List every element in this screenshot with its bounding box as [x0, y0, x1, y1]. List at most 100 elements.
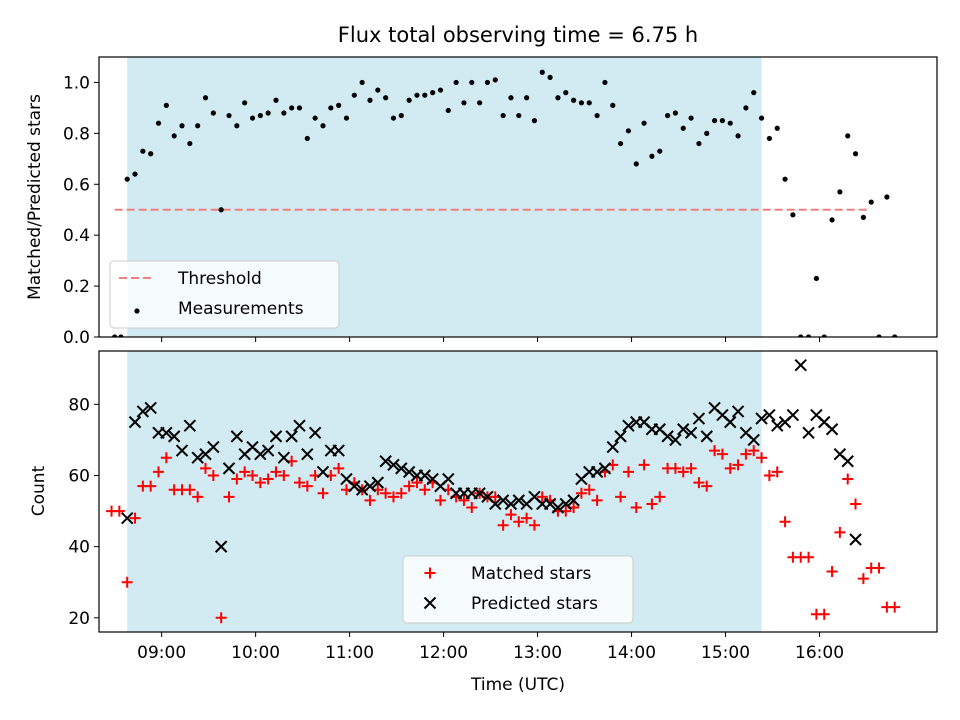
legend-matched-swatch	[424, 567, 436, 579]
measurement-point	[813, 275, 819, 282]
measurement-point	[578, 100, 585, 106]
matched-star-point	[513, 516, 525, 528]
measurement-point	[766, 135, 773, 142]
matched-star-point	[779, 516, 791, 528]
predicted-star-point	[214, 540, 228, 553]
legend-measurement-swatch	[134, 308, 140, 314]
predicted-star-point	[724, 415, 737, 429]
measurement-point	[492, 77, 498, 83]
x-tick-label: 11:00	[325, 643, 374, 663]
bottom-plot-area	[106, 359, 901, 624]
measurement-point	[516, 112, 522, 119]
measurement-point	[782, 176, 788, 182]
measurement-point	[422, 92, 428, 98]
predicted-star-point	[222, 462, 236, 475]
matched-star-point	[740, 448, 752, 460]
matched-star-point	[262, 473, 274, 485]
measurement-point	[484, 79, 491, 86]
measurement-point	[171, 133, 177, 139]
measurement-point	[555, 95, 561, 101]
measurement-point	[226, 112, 232, 119]
predicted-star-point	[755, 412, 768, 425]
matched-star-point	[889, 601, 901, 613]
predicted-star-point	[191, 451, 204, 464]
predicted-star-point	[849, 533, 862, 546]
predicted-star-point	[622, 419, 635, 432]
figure-title: Flux total observing time = 6.75 h	[338, 23, 698, 47]
measurement-point	[265, 110, 271, 116]
predicted-star-point	[496, 494, 510, 507]
measurement-point	[500, 112, 506, 119]
measurement-point	[641, 120, 647, 126]
matched-star-point	[293, 477, 305, 489]
matched-star-point	[419, 484, 431, 496]
x-tick-label: 16:00	[795, 643, 844, 663]
measurement-point	[727, 120, 733, 126]
measurement-point	[602, 79, 608, 86]
predicted-star-point	[684, 426, 698, 440]
measurement-point	[539, 69, 545, 75]
x-tick-label: 13:00	[513, 643, 562, 663]
bottom-legend-box	[402, 555, 634, 624]
measurement-point	[187, 140, 193, 147]
matched-star-point	[638, 459, 650, 471]
x-tick-label: 14:00	[607, 643, 656, 663]
measurement-point	[625, 128, 632, 134]
measurement-point	[664, 112, 671, 119]
measurement-point	[406, 97, 412, 103]
matched-star-point	[247, 469, 259, 481]
predicted-star-point	[504, 497, 518, 511]
matched-star-point	[153, 466, 165, 478]
predicted-star-point	[802, 426, 815, 440]
matched-star-point	[145, 480, 157, 492]
top-axes-frame	[98, 56, 938, 338]
top-y-tick-label: 0.6	[63, 175, 90, 195]
measurement-point	[148, 151, 154, 157]
measurement-point	[461, 100, 467, 106]
measurement-point	[118, 334, 124, 337]
predicted-star-point	[128, 415, 142, 429]
matched-star-point	[873, 562, 885, 574]
matched-star-point	[850, 498, 862, 510]
legend-predicted-swatch	[423, 596, 437, 610]
predicted-star-point	[418, 469, 432, 482]
matched-star-point	[842, 473, 854, 485]
matched-star-point	[528, 519, 540, 531]
measurement-point	[649, 153, 655, 159]
matched-star-point	[411, 477, 423, 489]
matched-star-point	[716, 448, 728, 460]
matched-star-point	[763, 469, 775, 481]
measurement-point	[704, 130, 710, 136]
measurement-point	[304, 135, 310, 142]
measurement-point	[696, 140, 702, 147]
x-tick-label: 10:00	[231, 643, 280, 663]
matched-star-point	[207, 469, 219, 481]
matched-star-point	[669, 462, 681, 474]
predicted-star-point	[606, 440, 619, 454]
matched-star-point	[215, 612, 227, 624]
measurement-point	[445, 107, 451, 114]
measurement-point	[805, 334, 812, 337]
x-tick-label: 15:00	[701, 643, 750, 663]
measurement-point	[414, 92, 420, 98]
matched-star-point	[693, 477, 705, 489]
matched-star-point	[113, 505, 125, 517]
matched-star-point	[317, 487, 329, 499]
x-axis-label: Time (UTC)	[470, 675, 565, 695]
measurement-point	[179, 123, 185, 129]
predicted-star-point	[489, 497, 502, 511]
x-tick-label: 09:00	[137, 643, 186, 663]
measurement-point	[735, 133, 741, 139]
matched-star-point	[756, 452, 768, 464]
matched-star-point	[724, 462, 736, 474]
measurement-point	[367, 97, 373, 103]
predicted-star-point	[598, 462, 612, 475]
predicted-star-point	[614, 430, 627, 443]
top-legend: Threshold Measurements	[109, 260, 340, 329]
matched-star-point	[685, 462, 697, 474]
predicted-star-point	[559, 497, 572, 511]
predicted-star-point	[794, 359, 807, 372]
measurement-point	[829, 217, 835, 223]
matched-star-point	[364, 494, 376, 506]
predicted-star-point	[692, 412, 706, 425]
